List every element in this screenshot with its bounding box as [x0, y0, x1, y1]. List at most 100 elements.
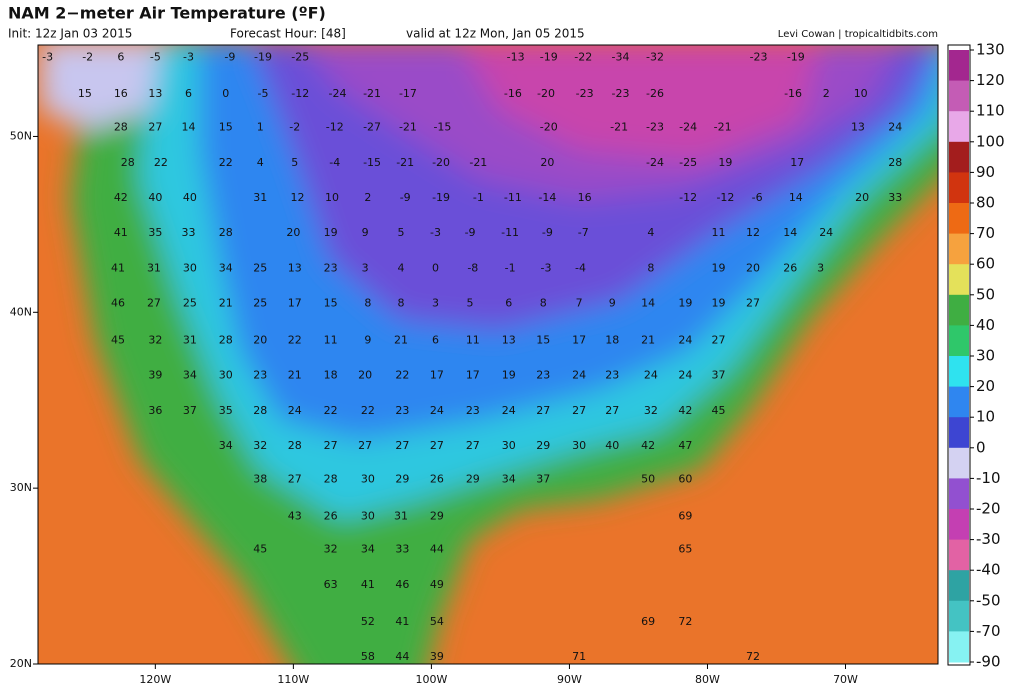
colorbar-label: 90	[976, 163, 995, 181]
station-value: 2	[364, 191, 371, 204]
station-value: 32	[644, 404, 658, 417]
station-value: 39	[148, 369, 162, 382]
station-value: 17	[466, 369, 480, 382]
station-value: 27	[430, 439, 444, 452]
station-value: -9	[465, 226, 476, 239]
station-value: 31	[183, 333, 197, 346]
station-value: 20	[746, 261, 760, 274]
station-value: 14	[181, 121, 195, 134]
station-value: 20	[286, 226, 300, 239]
colorbar-label: 20	[976, 377, 995, 395]
station-value: -21	[469, 156, 487, 169]
station-value: 20	[855, 191, 869, 204]
colorbar-segment	[949, 325, 969, 357]
station-value: 69	[641, 615, 655, 628]
station-value: 65	[678, 543, 692, 556]
station-value: 34	[183, 369, 197, 382]
station-value: 22	[395, 369, 409, 382]
station-value: 28	[219, 226, 233, 239]
station-value: 23	[253, 369, 267, 382]
station-value: 24	[819, 226, 833, 239]
station-value: 24	[430, 404, 444, 417]
x-tick-label: 120W	[139, 673, 171, 686]
station-value: -12	[326, 121, 344, 134]
station-value: -25	[291, 50, 309, 63]
station-value: -1	[473, 191, 484, 204]
station-value: 28	[114, 121, 128, 134]
station-value: 27	[147, 297, 161, 310]
colorbar-label: 130	[976, 41, 1005, 59]
station-value: -11	[504, 191, 522, 204]
colorbar-label: 40	[976, 316, 995, 334]
station-value: 21	[219, 297, 233, 310]
station-value: 41	[361, 578, 375, 591]
station-value: 15	[324, 297, 338, 310]
station-value: 8	[398, 297, 405, 310]
station-value: 37	[536, 472, 550, 485]
station-value: 24	[502, 404, 516, 417]
colorbar-label: 110	[976, 102, 1005, 120]
station-value: 24	[678, 369, 692, 382]
station-value: -3	[430, 226, 441, 239]
station-value: -6	[752, 191, 763, 204]
station-value: -19	[432, 191, 450, 204]
station-value: 34	[219, 439, 233, 452]
station-value: 25	[253, 297, 267, 310]
station-value: 18	[324, 369, 338, 382]
station-value: 5	[467, 297, 474, 310]
station-value: 22	[324, 404, 338, 417]
x-tick-label: 100W	[415, 673, 447, 686]
station-value: 4	[647, 226, 654, 239]
station-value: 29	[395, 472, 409, 485]
station-value: 12	[291, 191, 305, 204]
station-value: -13	[507, 50, 525, 63]
station-value: 49	[430, 578, 444, 591]
station-value: 19	[718, 156, 732, 169]
station-value: 13	[851, 121, 865, 134]
station-value: -21	[363, 87, 381, 100]
station-value: 43	[288, 509, 302, 522]
station-value: 41	[395, 615, 409, 628]
colorbar-label: -90	[976, 653, 1001, 671]
colorbar-label: -10	[976, 469, 1001, 487]
station-value: -17	[399, 87, 417, 100]
station-value: -32	[646, 50, 664, 63]
station-value: 24	[644, 369, 658, 382]
station-value: -3	[183, 50, 194, 63]
station-value: 60	[678, 472, 692, 485]
station-value: 23	[536, 369, 550, 382]
station-value: 16	[114, 87, 128, 100]
colorbar-label: 50	[976, 285, 995, 303]
station-value: -23	[646, 121, 664, 134]
station-value: 29	[466, 472, 480, 485]
station-value: 25	[253, 261, 267, 274]
station-value: -24	[329, 87, 347, 100]
colorbar-frame	[947, 44, 971, 666]
station-value: -23	[612, 87, 630, 100]
valid-time: valid at 12z Mon, Jan 05 2015	[406, 27, 585, 41]
colorbar-segment	[949, 570, 969, 602]
colorbar-segment	[949, 294, 969, 326]
station-value: 5	[398, 226, 405, 239]
colorbar-segment	[949, 203, 969, 235]
station-value: 45	[111, 333, 125, 346]
station-value: 27	[746, 297, 760, 310]
station-value: -2	[289, 121, 300, 134]
station-value: -12	[291, 87, 309, 100]
station-value: 6	[185, 87, 192, 100]
station-value: 6	[505, 297, 512, 310]
station-value: 27	[148, 121, 162, 134]
station-value: 58	[361, 650, 375, 663]
station-value: 41	[111, 261, 125, 274]
station-value: -19	[254, 50, 272, 63]
station-value: 20	[253, 333, 267, 346]
station-value: 27	[358, 439, 372, 452]
station-value: 71	[572, 650, 586, 663]
colorbar-segment	[949, 172, 969, 204]
station-value: -14	[538, 191, 556, 204]
colorbar-label: -40	[976, 561, 1001, 579]
station-value: 72	[678, 615, 692, 628]
station-value: -9	[224, 50, 235, 63]
station-value: 27	[712, 333, 726, 346]
station-value: 19	[678, 297, 692, 310]
